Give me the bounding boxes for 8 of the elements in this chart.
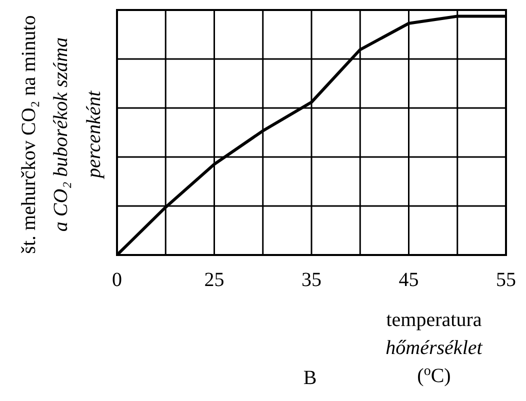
x-tick-label: 35 bbox=[302, 269, 322, 291]
x-tick-label: 0 bbox=[112, 269, 122, 291]
x-tick-label: 55 bbox=[496, 269, 516, 291]
x-axis-title: temperatura hőmérséklet ($^{o}$C) bbox=[386, 309, 483, 387]
x-tick-label: 45 bbox=[398, 269, 419, 291]
y-axis-title: št. mehurčkov CO₂ na minuto a CO₂ buborékok száma percenként bbox=[18, 15, 105, 254]
x-tick-label: 25 bbox=[204, 269, 224, 291]
text: B bbox=[303, 367, 317, 389]
